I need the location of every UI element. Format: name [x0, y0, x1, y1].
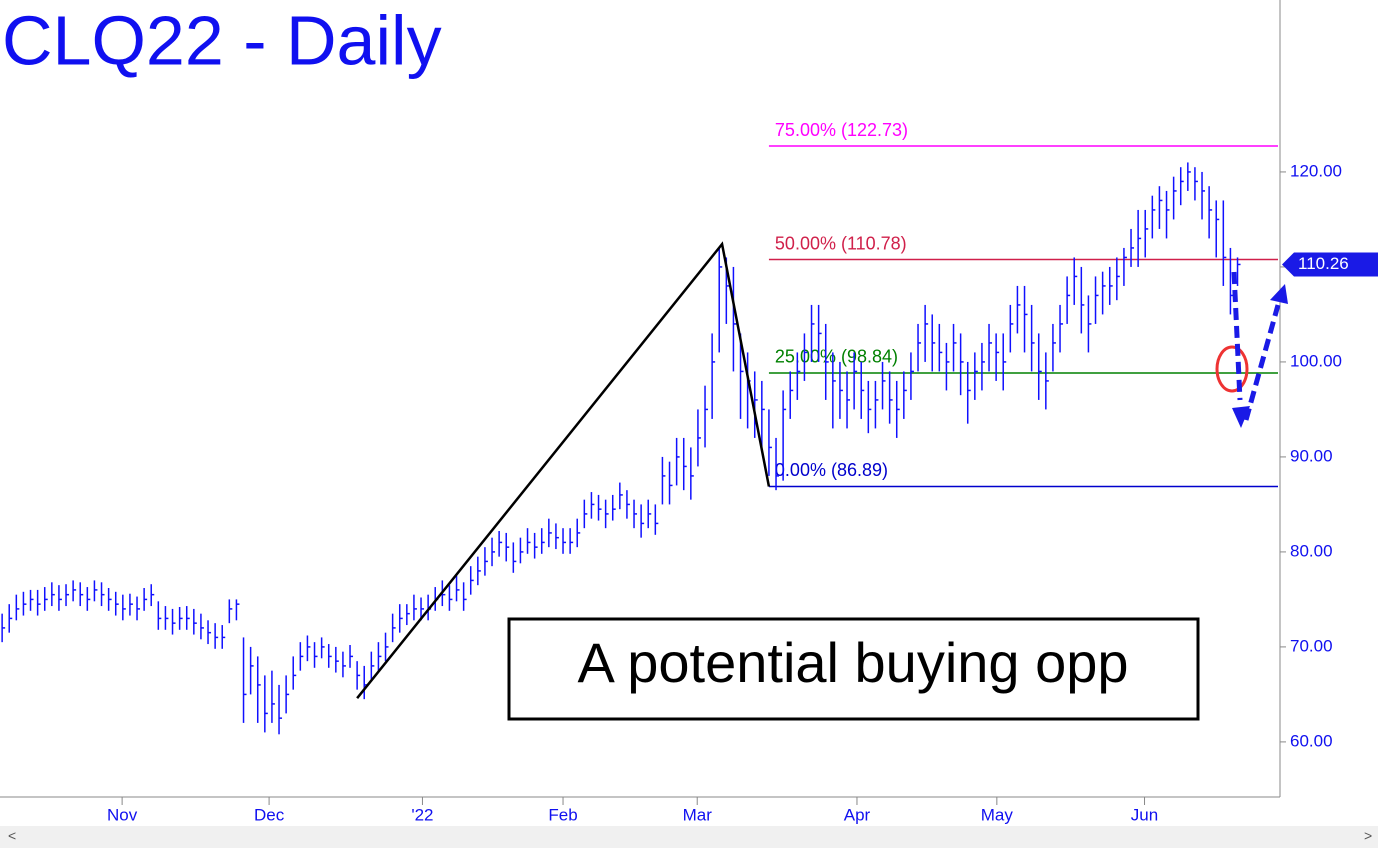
y-tick-label: 70.00	[1290, 636, 1333, 655]
y-tick-label: 80.00	[1290, 541, 1333, 560]
fib-label: 75.00% (122.73)	[775, 120, 908, 140]
annotation: A potential buying opp	[577, 631, 1128, 694]
y-tick-label: 60.00	[1290, 731, 1333, 750]
down-arrow-head	[1232, 406, 1250, 428]
scroll-left[interactable]: <	[8, 828, 16, 844]
x-tick-label: '22	[411, 805, 433, 824]
y-tick-label: 100.00	[1290, 351, 1342, 370]
swing-line	[356, 241, 771, 699]
annotation-box	[507, 617, 1200, 721]
scroll-right[interactable]: >	[1364, 828, 1372, 844]
up-arrow-head	[1270, 284, 1288, 304]
scrollbar[interactable]	[0, 826, 1378, 848]
x-tick-label: Nov	[107, 805, 138, 824]
x-tick-label: Dec	[254, 805, 285, 824]
x-tick-label: May	[981, 805, 1014, 824]
chart-title: CLQ22 - Daily	[2, 1, 442, 79]
fib-label: 0.00% (86.89)	[775, 460, 888, 480]
last-price-tag	[1282, 252, 1378, 277]
x-tick-label: Jun	[1131, 805, 1158, 824]
x-tick-label: Feb	[548, 805, 577, 824]
y-tick-label: 120.00	[1290, 161, 1342, 180]
down-arrow	[1231, 271, 1243, 401]
up-arrow	[1243, 304, 1281, 421]
target-circle	[1215, 345, 1249, 393]
fib-label: 25.00% (98.84)	[775, 347, 898, 367]
fib-label: 50.00% (110.78)	[775, 233, 907, 253]
x-tick-label: Apr	[844, 805, 871, 824]
x-tick-label: Mar	[683, 805, 713, 824]
plot-layer: 60.0070.0080.0090.00100.00110.00120.00No…	[1, 120, 1378, 824]
y-tick-label: 90.00	[1290, 446, 1333, 465]
last-price-label: 110.26	[1298, 254, 1349, 273]
